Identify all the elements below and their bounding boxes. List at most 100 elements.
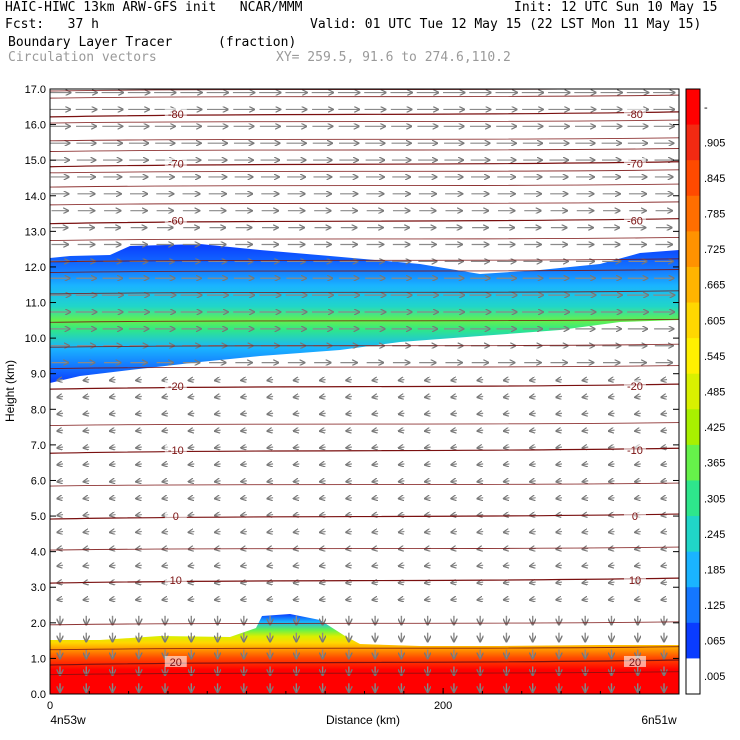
circulation-vector xyxy=(425,565,431,566)
circulation-vector xyxy=(398,430,405,431)
colorbar-label: .245 xyxy=(704,529,725,541)
isotherm-line xyxy=(50,577,679,584)
circulation-vector xyxy=(241,582,247,583)
circulation-vector xyxy=(293,396,300,397)
y-tick-label: 9.0 xyxy=(31,369,46,381)
circulation-vector xyxy=(608,380,615,381)
circulation-vector xyxy=(162,396,169,397)
circulation-vector xyxy=(136,413,142,414)
circulation-vector xyxy=(530,396,536,397)
circulation-vector xyxy=(582,413,589,414)
circulation-vector xyxy=(215,396,221,397)
circulation-vector xyxy=(530,599,536,600)
colorbar-swatch xyxy=(686,160,700,197)
circulation-vector xyxy=(241,396,247,397)
isotherm-label-bg xyxy=(623,107,646,119)
circulation-vector xyxy=(503,380,510,381)
circulation-vector xyxy=(425,396,431,397)
isotherm-label: -70 xyxy=(168,159,184,171)
circulation-vector xyxy=(188,498,195,499)
circulation-vector xyxy=(582,464,589,465)
y-axis-label: Height (km) xyxy=(3,360,17,422)
isotherm-minor-line xyxy=(50,258,679,263)
circulation-vector xyxy=(530,447,536,448)
isotherm-line xyxy=(50,161,679,168)
circulation-vector xyxy=(320,582,326,583)
isotherm-label-bg xyxy=(623,157,646,169)
isotherm-minor-line xyxy=(50,422,679,426)
isotherm-minor-line xyxy=(50,318,679,323)
circulation-vector xyxy=(425,464,431,465)
circulation-vector xyxy=(188,481,195,482)
circulation-vector xyxy=(661,464,668,465)
circulation-vector xyxy=(136,380,142,381)
circulation-vector xyxy=(346,481,352,482)
circulation-vector xyxy=(346,396,352,397)
circulation-vector xyxy=(110,430,116,431)
circulation-vector xyxy=(661,413,668,414)
header-vector-label: Circulation vectors xyxy=(8,50,157,65)
circulation-vector xyxy=(215,515,221,516)
y-tick-label: 4.0 xyxy=(31,547,46,559)
y-tick-label: 7.0 xyxy=(31,440,46,452)
isotherm-label-bg xyxy=(623,510,646,522)
circulation-vector xyxy=(57,430,64,431)
circulation-vector xyxy=(477,531,484,532)
circulation-vector xyxy=(215,464,221,465)
circulation-vector xyxy=(451,498,458,499)
circulation-vector xyxy=(267,531,274,532)
y-tick-label: 5.0 xyxy=(31,511,46,523)
circulation-vector xyxy=(346,565,352,566)
circulation-vector xyxy=(83,430,90,431)
circulation-vector xyxy=(188,396,195,397)
circulation-vector xyxy=(556,380,563,381)
circulation-vector xyxy=(661,380,668,381)
circulation-vector xyxy=(530,481,536,482)
circulation-vector xyxy=(267,447,274,448)
circulation-vector xyxy=(320,515,326,516)
circulation-vector xyxy=(83,380,90,381)
circulation-vector xyxy=(188,582,195,583)
circulation-vector xyxy=(372,396,379,397)
circulation-vector xyxy=(215,380,221,381)
isotherm-line xyxy=(50,447,679,454)
circulation-vector xyxy=(477,447,484,448)
colorbar-label: .845 xyxy=(704,173,725,185)
circulation-vector xyxy=(425,380,431,381)
circulation-vector xyxy=(477,582,484,583)
circulation-vector xyxy=(477,481,484,482)
circulation-vector xyxy=(425,599,431,600)
isotherm-label: 20 xyxy=(170,657,182,669)
circulation-vector xyxy=(136,447,142,448)
upper-tracer-layer xyxy=(50,244,679,383)
y-tick-label: 16.0 xyxy=(25,120,46,132)
circulation-vector xyxy=(477,396,484,397)
plot-area xyxy=(50,89,679,694)
circulation-vector xyxy=(346,447,352,448)
isotherm-minor-line xyxy=(50,646,679,651)
circulation-vector xyxy=(582,396,589,397)
circulation-vector xyxy=(398,481,405,482)
circulation-vector xyxy=(503,599,510,600)
circulation-vector xyxy=(267,481,274,482)
circulation-vector xyxy=(451,380,458,381)
circulation-vector xyxy=(293,447,300,448)
circulation-vector xyxy=(320,464,326,465)
isotherm-label: -80 xyxy=(627,109,643,121)
isotherm-lines: -80 -80 -70 -70 -60 -60 -20 -20 -10 -10 0 0 10 10 20 20 xyxy=(50,89,679,676)
circulation-vector xyxy=(372,464,379,465)
circulation-vector xyxy=(530,430,536,431)
isotherm-label: -10 xyxy=(168,445,184,457)
circulation-vector xyxy=(582,582,589,583)
circulation-vector xyxy=(372,430,379,431)
circulation-vector xyxy=(83,565,90,566)
circulation-vector xyxy=(57,447,64,448)
circulation-vector xyxy=(425,515,431,516)
circulation-vector xyxy=(503,582,510,583)
circulation-vector xyxy=(57,515,64,516)
circulation-vector xyxy=(215,582,221,583)
isotherm-minor-line xyxy=(50,621,679,626)
isotherm-label: 20 xyxy=(629,657,641,669)
circulation-vector xyxy=(608,531,615,532)
circulation-vector xyxy=(346,380,352,381)
